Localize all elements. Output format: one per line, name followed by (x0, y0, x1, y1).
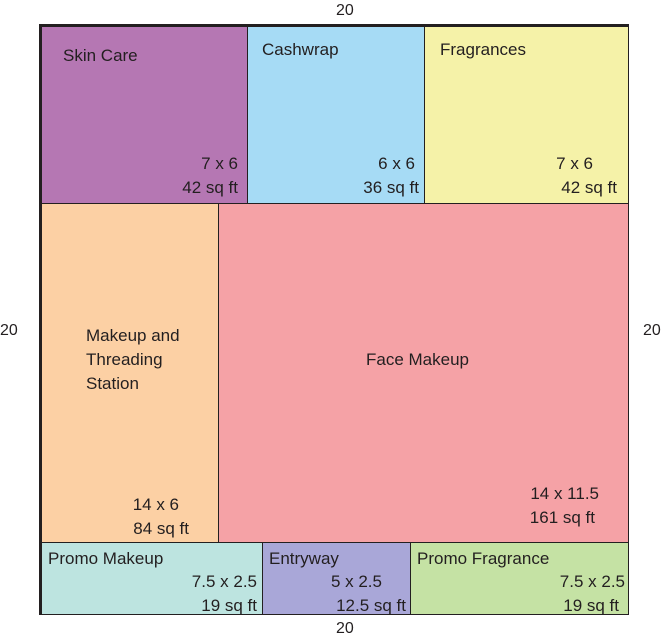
room-promo-makeup: Promo Makeup 7.5 x 2.5 19 sq ft (41, 542, 263, 615)
room-area: 42 sq ft (182, 178, 238, 197)
room-size: 7.5 x 2.5 (191, 572, 257, 591)
room-area: 84 sq ft (133, 519, 189, 538)
left-dimension-label: 20 (0, 322, 18, 339)
room-name-line-3: Station (86, 374, 139, 393)
room-name-line-1: Makeup and (86, 326, 180, 345)
room-cashwrap: Cashwrap 6 x 6 36 sq ft (247, 26, 425, 204)
room-promo-fragrance: Promo Fragrance 7.5 x 2.5 19 sq ft (410, 542, 629, 615)
room-area: 12.5 sq ft (336, 596, 406, 615)
room-makeup-threading-station: Makeup and Threading Station 14 x 6 84 s… (41, 203, 219, 543)
room-name: Fragrances (440, 40, 526, 59)
room-size: 14 x 6 (132, 495, 179, 514)
room-name-line-2: Threading (86, 350, 163, 369)
room-area: 42 sq ft (561, 178, 617, 197)
bottom-dimension-label: 20 (336, 620, 354, 637)
room-fragrances: Fragrances 7 x 6 42 sq ft (424, 26, 629, 204)
room-entryway: Entryway 5 x 2.5 12.5 sq ft (262, 542, 411, 615)
room-size: 5 x 2.5 (330, 572, 382, 591)
room-skin-care: Skin Care 7 x 6 42 sq ft (41, 26, 248, 204)
room-area: 19 sq ft (563, 596, 619, 615)
room-face-makeup: Face Makeup 14 x 11.5 161 sq ft (218, 203, 629, 543)
room-size: 7.5 x 2.5 (559, 572, 625, 591)
room-name: Promo Makeup (48, 549, 164, 568)
room-name: Skin Care (63, 46, 138, 65)
room-name: Face Makeup (366, 350, 469, 369)
room-area: 161 sq ft (529, 508, 595, 527)
room-size: 6 x 6 (378, 154, 415, 173)
floor-plan: Skin Care 7 x 6 42 sq ft Cashwrap 6 x 6 … (39, 24, 629, 615)
top-dimension-label: 20 (336, 2, 354, 19)
room-area: 19 sq ft (201, 596, 257, 615)
room-size: 14 x 11.5 (530, 484, 599, 503)
right-dimension-label: 20 (643, 322, 661, 339)
room-area: 36 sq ft (363, 178, 419, 197)
room-size: 7 x 6 (556, 154, 593, 173)
room-name: Entryway (269, 549, 339, 568)
room-name: Cashwrap (262, 40, 339, 59)
room-name: Promo Fragrance (417, 549, 550, 568)
room-size: 7 x 6 (201, 154, 238, 173)
